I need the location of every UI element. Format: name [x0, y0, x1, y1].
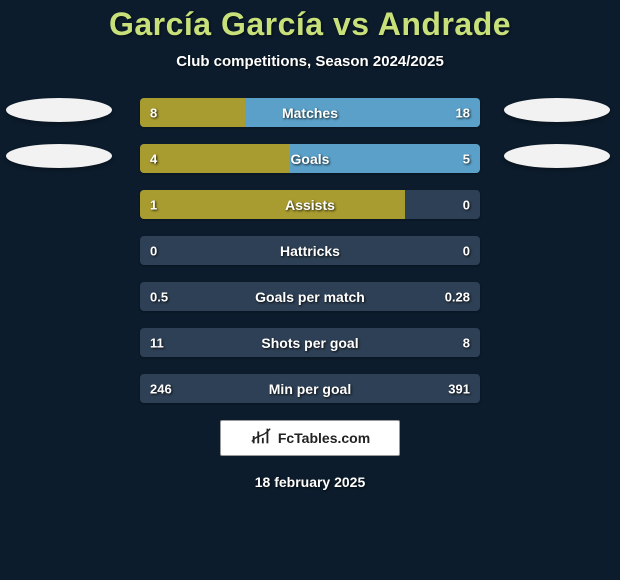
- stat-bars: 818Matches 45Goals 10Assists 00Hattricks 0.5…: [140, 98, 480, 403]
- stat-row: 0.50.28Goals per match: [140, 282, 480, 311]
- stat-bar-base: [140, 328, 480, 357]
- stat-row: 118Shots per goal: [140, 328, 480, 357]
- stat-bar-base: [140, 236, 480, 265]
- stat-bar-left-fill: [140, 144, 290, 173]
- player-left-placeholder: [6, 98, 112, 122]
- stat-bar-base: [140, 374, 480, 403]
- stat-row: 10Assists: [140, 190, 480, 219]
- stat-bar-right-fill: [290, 144, 480, 173]
- player-left-placeholder-col: [6, 98, 116, 190]
- comparison-card: García García vs Andrade Club competitio…: [0, 0, 620, 580]
- stat-row: 818Matches: [140, 98, 480, 127]
- watermark[interactable]: FcTables.com: [220, 420, 400, 456]
- stat-row: 00Hattricks: [140, 236, 480, 265]
- stat-bar-base: [140, 282, 480, 311]
- comparison-area: 818Matches 45Goals 10Assists 00Hattricks 0.5…: [0, 98, 620, 403]
- stat-bar-left-fill: [140, 98, 245, 127]
- player-right-placeholder: [504, 144, 610, 168]
- watermark-text: FcTables.com: [278, 430, 370, 446]
- bars-chart-icon: [250, 425, 272, 452]
- stat-row: 246391Min per goal: [140, 374, 480, 403]
- title: García García vs Andrade: [0, 6, 620, 43]
- player-right-placeholder: [504, 98, 610, 122]
- footer-date: 18 february 2025: [0, 474, 620, 490]
- subtitle: Club competitions, Season 2024/2025: [0, 53, 620, 70]
- stat-bar-left-fill: [140, 190, 405, 219]
- player-right-placeholder-col: [504, 98, 614, 190]
- player-left-placeholder: [6, 144, 112, 168]
- stat-bar-right-fill: [245, 98, 480, 127]
- stat-row: 45Goals: [140, 144, 480, 173]
